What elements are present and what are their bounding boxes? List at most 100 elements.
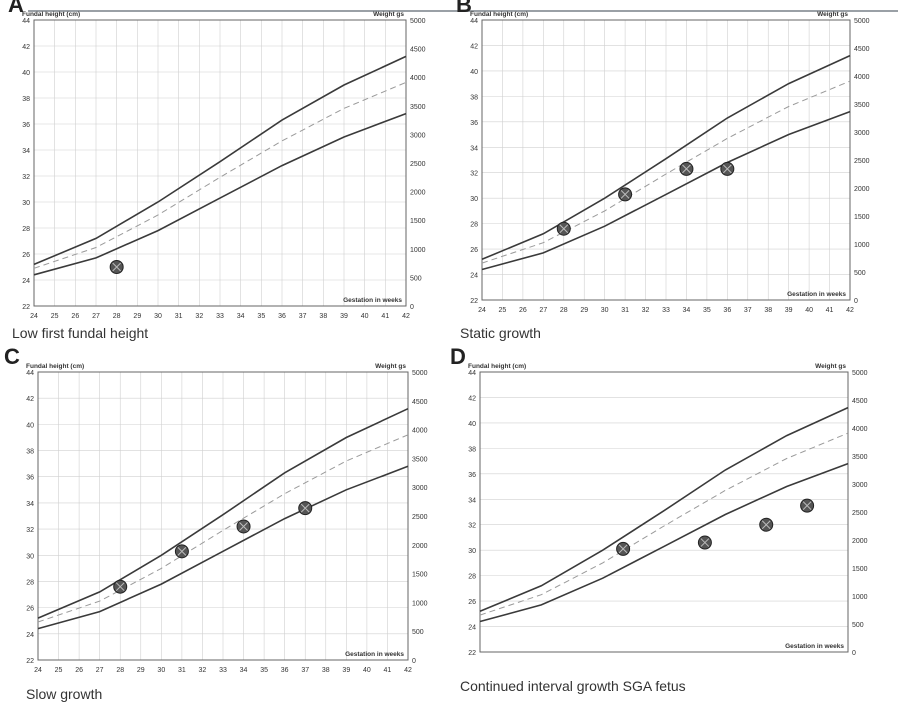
x-tick-label: 41 (381, 313, 389, 320)
x-tick-label: 41 (826, 307, 834, 314)
y-tick-label: 36 (22, 122, 30, 129)
x-tick-label: 29 (133, 313, 141, 320)
chart-panel-c: C 22 24 26 28 30 32 34 36 38 40 42 44 0 500 1000 1500 20… (2, 344, 448, 703)
y-tick-label: 36 (26, 475, 34, 482)
y2-tick-label: 3000 (854, 130, 870, 137)
y2-tick-label: 500 (412, 629, 424, 636)
x-tick-label: 31 (178, 667, 186, 674)
y-tick-label: 28 (22, 226, 30, 233)
x-tick-label: 40 (363, 667, 371, 674)
y-tick-label: 22 (26, 658, 34, 665)
x-tick-label: 35 (703, 307, 711, 314)
centile-curve-lower (37, 465, 409, 630)
x-tick-label: 34 (237, 313, 245, 320)
y2-tick-label: 500 (410, 275, 422, 282)
y-tick-label: 38 (470, 94, 478, 101)
y2-tick-label: 500 (852, 622, 864, 629)
y2-tick-label: 4000 (852, 426, 868, 433)
x-tick-label: 36 (723, 307, 731, 314)
x-tick-label: 38 (764, 307, 772, 314)
x-tick-label: 38 (322, 667, 330, 674)
y-tick-label: 40 (468, 421, 476, 428)
measurement-point (174, 544, 189, 559)
y2-tick-label: 3500 (852, 454, 868, 461)
y-tick-label: 24 (470, 273, 478, 280)
y2-tick-label: 3000 (852, 482, 868, 489)
y2-tick-label: 500 (854, 270, 866, 277)
x-tick-label: 30 (157, 667, 165, 674)
measurement-point (616, 541, 631, 556)
y-tick-label: 40 (470, 69, 478, 76)
y2-tick-label: 3500 (854, 102, 870, 109)
x-tick-label: 39 (785, 307, 793, 314)
measurement-point (759, 517, 774, 532)
x-tick-label: 42 (846, 307, 854, 314)
y2-tick-label: 2000 (854, 186, 870, 193)
x-tick-label: 29 (580, 307, 588, 314)
y-tick-label: 44 (26, 370, 34, 377)
left-axis-title: Fundal height (cm) (22, 11, 80, 18)
measurement-point (720, 161, 735, 176)
y-tick-label: 44 (22, 18, 30, 25)
measurement-point (697, 535, 712, 550)
y2-tick-label: 5000 (854, 18, 870, 25)
y-tick-label: 26 (468, 599, 476, 606)
x-tick-label: 28 (116, 667, 124, 674)
right-axis-title: Weight gs (817, 11, 848, 18)
y2-tick-label: 4500 (412, 399, 428, 406)
x-tick-label: 35 (257, 313, 265, 320)
top-divider (28, 10, 898, 12)
x-tick-label: 32 (642, 307, 650, 314)
y-tick-label: 26 (22, 252, 30, 259)
y-tick-label: 36 (470, 120, 478, 127)
y2-tick-label: 1000 (412, 600, 428, 607)
measurement-point (236, 519, 251, 534)
panel-letter: C (4, 344, 20, 369)
y-tick-label: 34 (468, 497, 476, 504)
chart-b: 2224262830323436384042440500100015002000… (470, 11, 870, 314)
x-tick-label: 41 (384, 667, 392, 674)
x-tick-label: 28 (560, 307, 568, 314)
x-tick-label: 30 (154, 313, 162, 320)
centile-curve-median (481, 80, 851, 264)
x-tick-label: 39 (340, 313, 348, 320)
y-tick-label: 38 (26, 449, 34, 456)
y-tick-label: 30 (468, 548, 476, 555)
y2-tick-label: 5000 (410, 18, 426, 25)
y-tick-label: 22 (22, 304, 30, 311)
y2-tick-label: 4000 (854, 74, 870, 81)
x-tick-label: 27 (539, 307, 547, 314)
centile-curve-upper (37, 407, 409, 619)
y2-tick-label: 2500 (412, 514, 428, 521)
left-axis-title: Fundal height (cm) (470, 11, 528, 18)
x-tick-label: 29 (137, 667, 145, 674)
y-tick-label: 28 (468, 574, 476, 581)
y-tick-label: 38 (22, 96, 30, 103)
x-tick-label: 40 (361, 313, 369, 320)
x-tick-label: 27 (96, 667, 104, 674)
x-tick-label: 37 (299, 313, 307, 320)
x-axis-title: Gestation in weeks (787, 291, 846, 298)
y-tick-label: 30 (26, 553, 34, 560)
plot-frame (33, 19, 407, 307)
y-tick-label: 32 (26, 527, 34, 534)
x-axis-title: Gestation in weeks (343, 297, 402, 304)
panel-caption: Static growth (460, 325, 541, 341)
measurement-point (113, 579, 128, 594)
y2-tick-label: 4500 (852, 398, 868, 405)
measurement-point (298, 501, 313, 516)
panel-letter: A (8, 0, 24, 17)
right-axis-title: Weight gs (375, 363, 406, 370)
y2-tick-label: 0 (854, 298, 858, 305)
y2-tick-label: 1500 (410, 218, 426, 225)
y-tick-label: 42 (22, 44, 30, 51)
panel-letter: B (456, 0, 472, 17)
x-tick-label: 33 (219, 667, 227, 674)
plot-frame (37, 371, 409, 661)
y-tick-label: 30 (22, 200, 30, 207)
y-tick-label: 34 (22, 148, 30, 155)
centile-curve-upper (33, 55, 407, 266)
y-tick-label: 24 (26, 632, 34, 639)
y2-tick-label: 0 (410, 304, 414, 311)
chart-c: 2224262830323436384042440500100015002000… (26, 363, 428, 674)
